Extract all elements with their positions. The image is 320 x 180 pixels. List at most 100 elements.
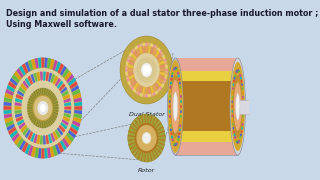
- Wedge shape: [50, 93, 55, 99]
- Wedge shape: [31, 117, 36, 123]
- Wedge shape: [5, 89, 14, 95]
- Wedge shape: [28, 113, 34, 118]
- Ellipse shape: [233, 75, 243, 138]
- Wedge shape: [15, 113, 22, 118]
- Wedge shape: [131, 50, 136, 57]
- Circle shape: [237, 140, 240, 143]
- Wedge shape: [158, 136, 165, 140]
- Wedge shape: [128, 68, 133, 72]
- Wedge shape: [156, 53, 162, 60]
- Wedge shape: [39, 121, 42, 128]
- Wedge shape: [44, 88, 46, 95]
- Wedge shape: [59, 125, 66, 133]
- Circle shape: [174, 143, 177, 146]
- Circle shape: [173, 143, 176, 146]
- Wedge shape: [159, 60, 165, 65]
- Circle shape: [179, 120, 182, 123]
- Wedge shape: [70, 127, 78, 135]
- Wedge shape: [29, 115, 35, 121]
- Wedge shape: [135, 117, 141, 126]
- Wedge shape: [138, 152, 143, 161]
- Wedge shape: [47, 58, 51, 68]
- Wedge shape: [136, 48, 140, 56]
- Circle shape: [178, 136, 180, 138]
- Circle shape: [128, 46, 165, 94]
- Wedge shape: [60, 87, 67, 94]
- Wedge shape: [156, 123, 163, 130]
- Wedge shape: [133, 82, 139, 89]
- Wedge shape: [52, 111, 58, 115]
- Wedge shape: [14, 136, 21, 145]
- Wedge shape: [145, 42, 148, 51]
- Wedge shape: [73, 93, 81, 99]
- Wedge shape: [35, 119, 39, 127]
- Circle shape: [175, 67, 177, 70]
- Wedge shape: [148, 43, 150, 51]
- Wedge shape: [133, 50, 139, 58]
- Wedge shape: [158, 132, 165, 136]
- Circle shape: [178, 75, 180, 78]
- Wedge shape: [158, 57, 164, 62]
- Wedge shape: [48, 134, 52, 143]
- Wedge shape: [22, 80, 29, 89]
- Wedge shape: [145, 153, 148, 162]
- Circle shape: [242, 110, 244, 113]
- Wedge shape: [62, 138, 69, 148]
- Circle shape: [234, 133, 236, 136]
- Wedge shape: [28, 76, 33, 85]
- Wedge shape: [64, 110, 71, 114]
- Circle shape: [239, 136, 242, 139]
- Wedge shape: [125, 69, 131, 71]
- Wedge shape: [53, 107, 59, 109]
- Text: Using Maxwell software.: Using Maxwell software.: [6, 20, 117, 29]
- Wedge shape: [58, 142, 64, 153]
- Wedge shape: [28, 111, 33, 115]
- Wedge shape: [145, 46, 148, 53]
- Wedge shape: [20, 125, 27, 133]
- Wedge shape: [15, 98, 22, 103]
- Wedge shape: [161, 74, 167, 78]
- Wedge shape: [22, 127, 29, 136]
- Wedge shape: [55, 144, 61, 154]
- Circle shape: [179, 90, 182, 93]
- Circle shape: [169, 120, 172, 123]
- Circle shape: [240, 133, 242, 136]
- Wedge shape: [14, 71, 21, 80]
- Wedge shape: [155, 47, 160, 55]
- Circle shape: [234, 74, 236, 77]
- Circle shape: [172, 69, 174, 73]
- Wedge shape: [160, 64, 165, 68]
- Wedge shape: [138, 115, 143, 124]
- Wedge shape: [160, 72, 165, 76]
- Ellipse shape: [171, 80, 180, 133]
- Circle shape: [242, 114, 244, 117]
- Wedge shape: [30, 133, 35, 142]
- Ellipse shape: [168, 60, 183, 153]
- Wedge shape: [35, 58, 38, 68]
- Ellipse shape: [234, 82, 242, 131]
- Wedge shape: [139, 47, 143, 54]
- Wedge shape: [37, 120, 40, 128]
- Wedge shape: [66, 133, 74, 142]
- Wedge shape: [125, 74, 132, 78]
- Wedge shape: [158, 52, 164, 59]
- Wedge shape: [150, 86, 154, 93]
- Wedge shape: [158, 140, 165, 144]
- Circle shape: [231, 105, 234, 108]
- Circle shape: [169, 110, 171, 113]
- Wedge shape: [128, 140, 135, 144]
- Wedge shape: [14, 102, 22, 106]
- Circle shape: [173, 142, 175, 145]
- FancyBboxPatch shape: [175, 142, 238, 155]
- Wedge shape: [14, 110, 22, 114]
- Wedge shape: [4, 110, 12, 114]
- Wedge shape: [63, 116, 70, 122]
- Circle shape: [179, 82, 181, 85]
- Circle shape: [242, 105, 244, 108]
- Wedge shape: [52, 98, 57, 103]
- Wedge shape: [16, 116, 23, 122]
- Wedge shape: [152, 150, 158, 159]
- Wedge shape: [28, 98, 34, 103]
- Wedge shape: [52, 101, 58, 105]
- Circle shape: [241, 127, 243, 130]
